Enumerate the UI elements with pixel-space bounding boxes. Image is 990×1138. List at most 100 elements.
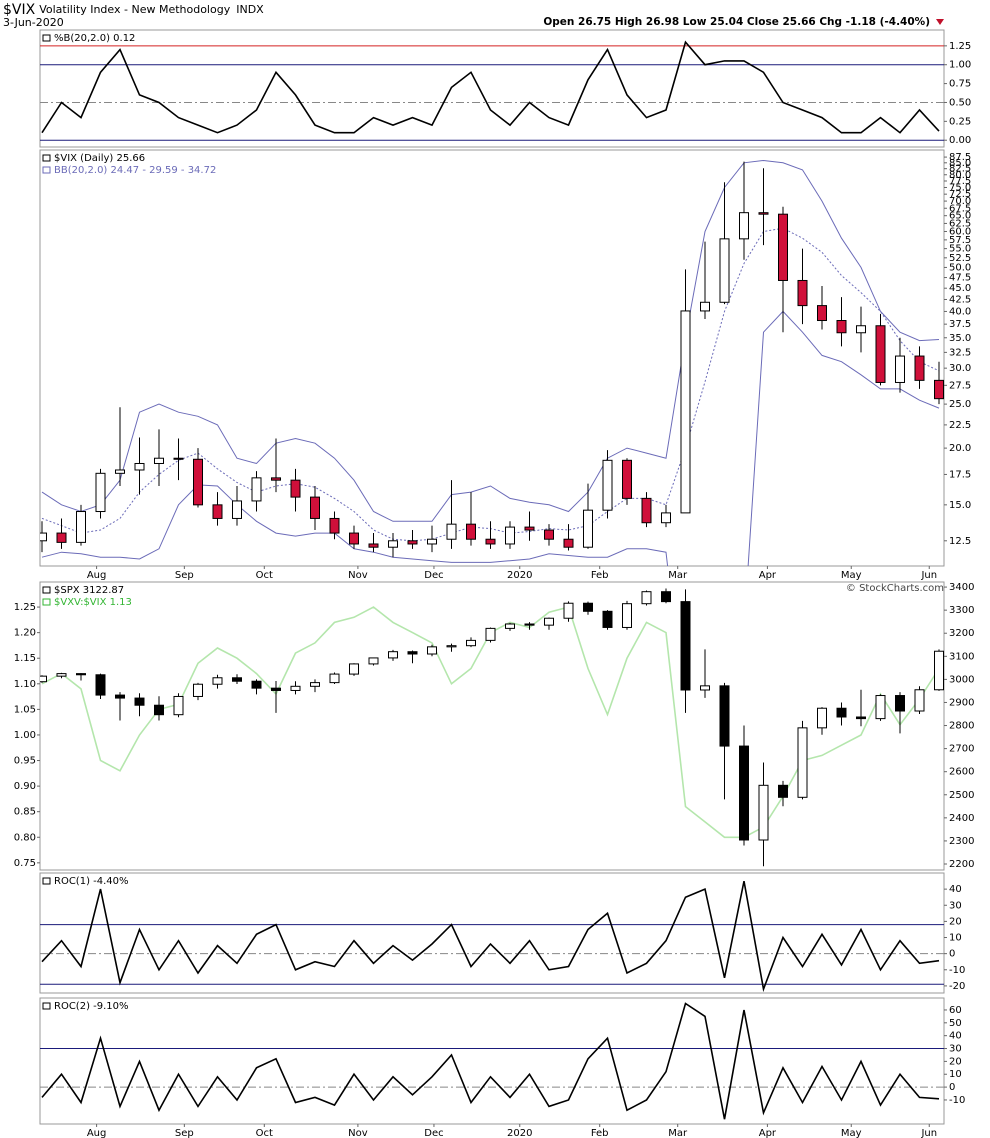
candle-body (56, 673, 67, 677)
y-tick-label: 17.5 (949, 469, 971, 480)
panel-frame (39, 997, 945, 1125)
y-tick-label: -20 (949, 981, 965, 992)
candle-body (583, 509, 593, 548)
candle-body (797, 727, 808, 798)
y-tick-label: 30.0 (949, 363, 971, 374)
candle-body (524, 623, 535, 626)
x-tick-label: 2020 (507, 1128, 532, 1138)
candle-body (271, 687, 281, 691)
candle-body (622, 459, 632, 499)
y-tick-label: 10 (949, 933, 962, 944)
plot-area (40, 1002, 944, 1120)
candle-body (544, 529, 554, 540)
y-tick-label: 72.5 (949, 189, 971, 200)
candle-body (661, 512, 671, 524)
plot-area (40, 159, 944, 566)
y-tick-label: 67.5 (949, 203, 971, 214)
candle-body (934, 379, 944, 400)
candle-body (193, 458, 203, 506)
y-tick-label: 3000 (949, 674, 974, 685)
legend-swatch (42, 877, 51, 885)
candle-body (485, 627, 496, 641)
candle-body (446, 645, 457, 648)
candle-body (719, 238, 730, 303)
y-tick-label: 45.0 (949, 283, 971, 294)
candle-body (836, 320, 847, 334)
y-tick-label: 1.00 (949, 60, 971, 71)
legend-label: $VIX (Daily) 25.66 (54, 153, 145, 164)
y-tick-label: -10 (949, 1095, 965, 1106)
x-tick-label: Oct (256, 570, 273, 581)
candle-body (271, 477, 281, 481)
y-tick-label: 0.00 (949, 135, 971, 146)
candle-body (427, 646, 437, 655)
y-tick-label: 57.5 (949, 235, 971, 246)
exchange: INDX (236, 3, 264, 16)
y-tick-label: 32.5 (949, 347, 971, 358)
candle-body (875, 325, 886, 383)
candle-body (739, 212, 749, 240)
y-tick-label: 87.5 (949, 152, 971, 163)
y-tick-label: 0.50 (949, 97, 971, 108)
y-tick-label: -10 (949, 965, 965, 976)
plot-area (40, 40, 944, 141)
candle-body (56, 532, 67, 543)
x-tick-label: Dec (424, 570, 443, 581)
y-tick-label: 0.95 (14, 756, 36, 767)
line-series (41, 880, 940, 993)
candle-body (817, 707, 827, 729)
candle-body (563, 602, 574, 619)
y-tick-label: 80.0 (949, 170, 971, 181)
candle-body (368, 543, 379, 548)
y-tick-label: 55.0 (949, 244, 971, 255)
candle-body (680, 310, 691, 514)
candle-body (388, 540, 398, 548)
candle-body (427, 538, 437, 545)
band-middle (41, 227, 940, 542)
y-tick-label: 2600 (949, 767, 974, 778)
x-tick-label: May (841, 1128, 862, 1138)
candle-body (934, 650, 944, 691)
candle-body (856, 716, 866, 720)
candle-body (602, 610, 613, 628)
candle-body (914, 689, 925, 712)
y-tick-label: 52.5 (949, 253, 971, 264)
candle-body (251, 680, 262, 689)
panel-frame (39, 581, 945, 871)
y-tick-label: 1.25 (949, 41, 971, 52)
y-tick-label: 85.0 (949, 158, 971, 169)
candle-body (544, 617, 554, 626)
credit: © StockCharts.com (846, 583, 944, 594)
candle-body (602, 459, 613, 511)
line-series (41, 40, 940, 134)
band-lower (41, 310, 940, 566)
y-tick-label: 2900 (949, 697, 974, 708)
candle-body (349, 532, 359, 545)
candle-body (212, 504, 223, 519)
y-tick-label: 20.0 (949, 443, 971, 454)
candle-body (505, 526, 515, 545)
x-tick-label: Oct (256, 1128, 273, 1138)
candle-body (232, 500, 242, 519)
legend-swatch (42, 1002, 51, 1010)
y-tick-label: 2300 (949, 836, 974, 847)
y-tick-label: 0 (949, 1082, 955, 1093)
candle-body (700, 301, 710, 312)
y-tick-label: 3100 (949, 651, 974, 662)
plot-area (40, 588, 944, 867)
y-tick-label: 0.75 (14, 858, 36, 869)
y-tick-label: 1.10 (14, 679, 36, 690)
candle-body (719, 685, 730, 747)
candle-body (407, 540, 418, 545)
y-tick-label: 77.5 (949, 176, 971, 187)
y-tick-label: 1.00 (14, 730, 36, 741)
y-tick-label: 3400 (949, 582, 974, 593)
x-tick-label: Nov (348, 570, 368, 581)
x-tick-label: Mar (668, 1128, 688, 1138)
candle-body (154, 704, 164, 716)
candle-body (914, 355, 925, 381)
candle-body (700, 685, 710, 691)
y-tick-label: 10 (949, 1069, 962, 1080)
plot-area (40, 880, 944, 993)
